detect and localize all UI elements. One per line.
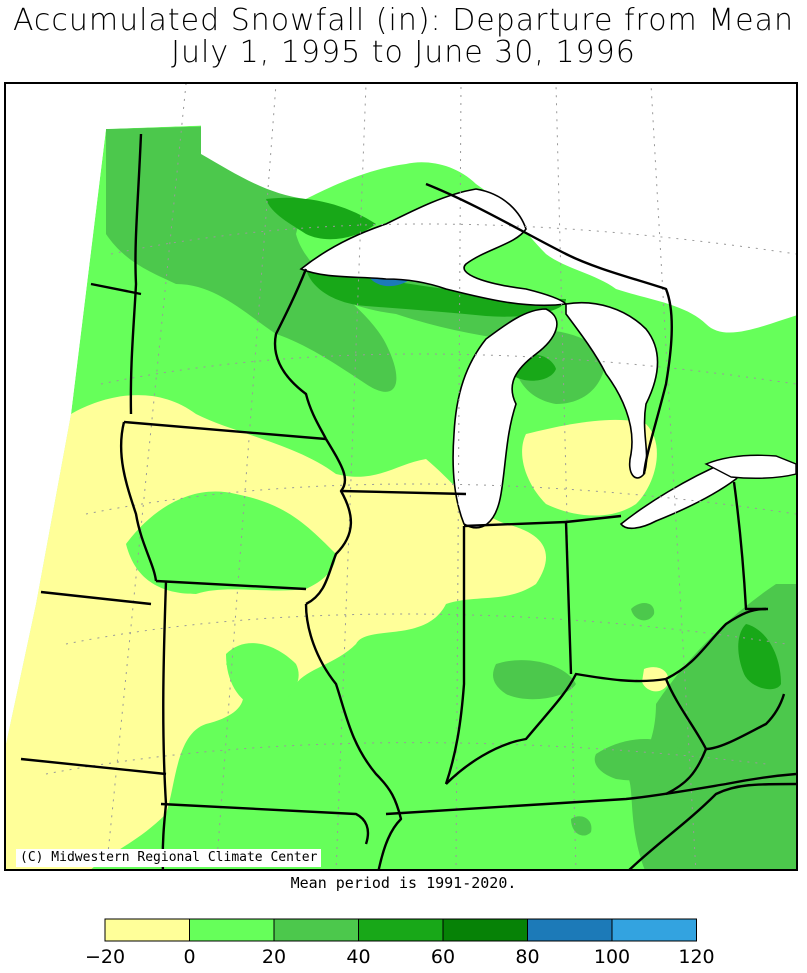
border-wi-mn (273, 268, 328, 440)
border-mo-ar (160, 802, 370, 845)
border-ky-tn (385, 772, 796, 816)
color-legend: −20 0 20 40 60 80 100 120 (85, 918, 715, 968)
map-title-line1: Accumulated Snowfall (in): Departure fro… (12, 3, 795, 38)
legend-tick-label: 0 (183, 946, 195, 968)
border-ne-ks (20, 757, 167, 776)
departure-0-20-iowa-inlay (126, 491, 336, 594)
border-sd-nd (90, 282, 142, 296)
legend-tick-label: 20 (262, 946, 286, 968)
border-mo-ks (161, 580, 168, 869)
legend-tick-label: 60 (431, 946, 455, 968)
legend-tick-label: 40 (346, 946, 370, 968)
canada-land (201, 84, 796, 333)
mean-period-note: Mean period is 1991-2020. (290, 874, 517, 892)
map-canvas (6, 84, 796, 869)
border-ne-sd (40, 590, 152, 606)
departure-40-60-superior-south (306, 269, 566, 317)
border-ia-il (305, 438, 353, 606)
map-title-line2: July 1, 1995 to June 30, 1996 (171, 35, 636, 70)
snowfall-departure-map: (C) Midwestern Regional Climate Center (4, 82, 798, 871)
border-oh-pa (732, 481, 768, 611)
legend-bin-0 (104, 918, 190, 942)
legend-bin-2 (273, 918, 359, 942)
departure-20-40-small-spot-2 (571, 816, 592, 836)
legend-tick-label: 80 (515, 946, 539, 968)
border-ohio-river (445, 607, 767, 785)
border-ia-mo (155, 579, 307, 591)
legend-tick-label: 120 (678, 946, 714, 968)
lat-lon-grid (45, 84, 796, 869)
departure-40-60-appalachia (738, 624, 781, 690)
border-il-in (444, 526, 466, 785)
border-ky-va (665, 748, 708, 796)
departure-20-40-northwest (106, 124, 397, 392)
border-tn-south (628, 782, 796, 869)
border-oh-mi (565, 514, 622, 524)
border-mn-nd (129, 133, 143, 415)
legend-tick-label: −20 (85, 946, 125, 968)
legend-bin-6 (611, 918, 697, 942)
state-borders (20, 133, 796, 869)
legend-bin-4 (442, 918, 528, 942)
credit-label: (C) Midwestern Regional Climate Center (16, 849, 322, 867)
departure-40-60-north-shore (266, 197, 376, 240)
border-mi-upper (425, 182, 673, 475)
departure-20-40-ohio-valley (493, 660, 576, 700)
departure-20-40-kentucky (594, 739, 686, 781)
border-ia-ne (119, 421, 158, 582)
domain-mask-left (6, 84, 106, 744)
legend-bin-3 (358, 918, 444, 942)
legend-tick-label: 100 (594, 946, 630, 968)
border-il-mo-river (304, 603, 403, 869)
lake-michigan (452, 308, 558, 529)
lake-ontario-fragment (704, 454, 796, 479)
departure-20-40-small-spot-1 (631, 602, 655, 621)
border-wi-il (340, 489, 467, 496)
departure-0-20-missouri-inlay (226, 643, 299, 709)
departure-neg20-0-region-west (6, 395, 546, 869)
legend-bin-5 (527, 918, 613, 942)
border-wv-ky (664, 678, 786, 751)
departure-neg20-0-michigan (522, 419, 657, 516)
legend-bin-1 (189, 918, 275, 942)
border-mn-ia (123, 420, 327, 441)
